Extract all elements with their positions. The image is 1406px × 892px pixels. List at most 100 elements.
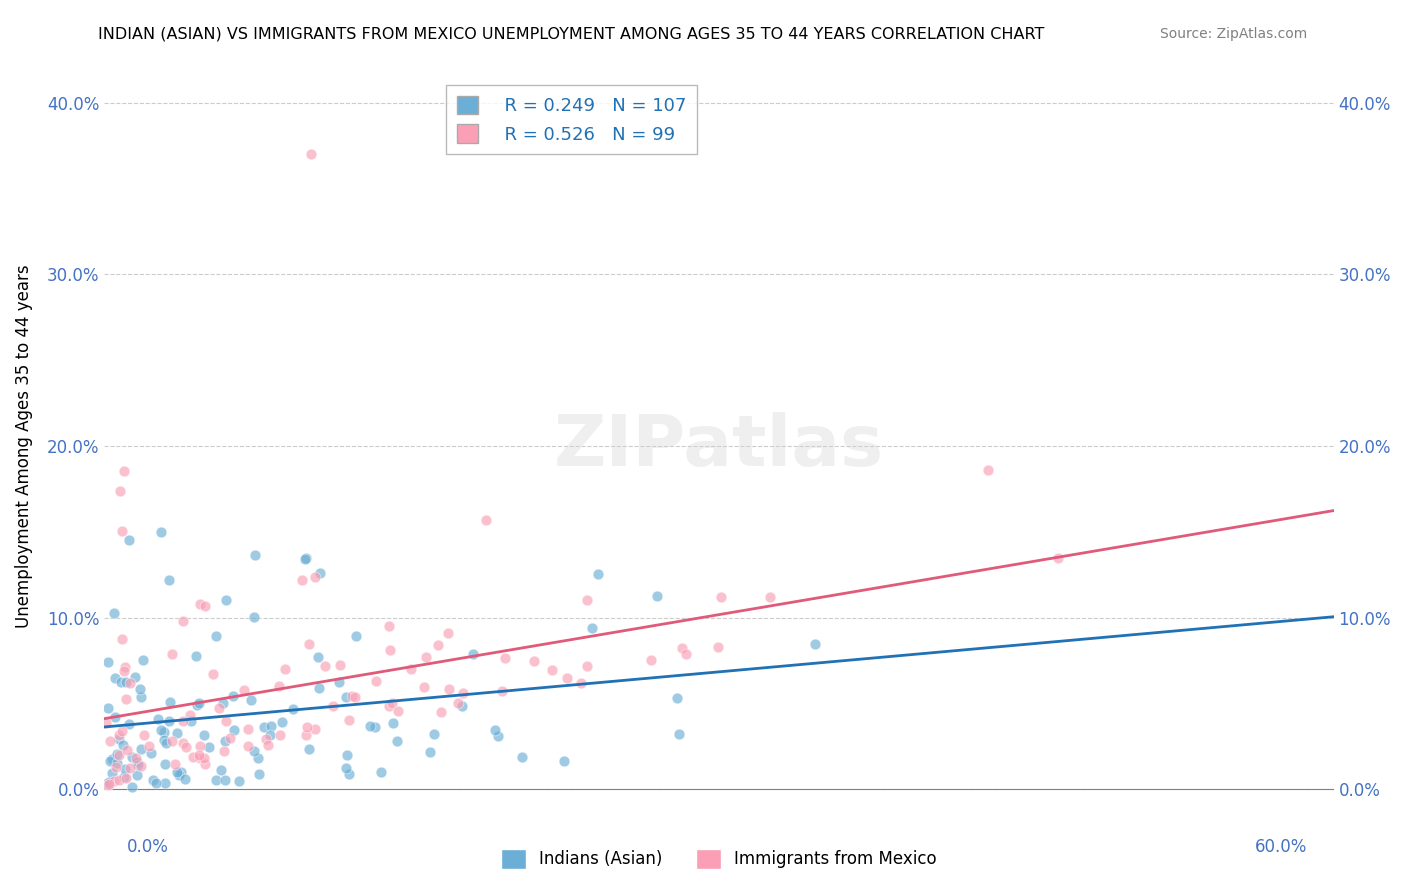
Point [172, 614, 194, 628]
Point [283, 702, 305, 716]
Point [114, 770, 136, 784]
Point [114, 762, 136, 776]
Point [170, 764, 193, 779]
Point [451, 699, 474, 714]
Point [188, 747, 211, 762]
Point [166, 765, 188, 780]
Point [145, 776, 167, 790]
Text: INDIAN (ASIAN) VS IMMIGRANTS FROM MEXICO UNEMPLOYMENT AMONG AGES 35 TO 44 YEARS : INDIAN (ASIAN) VS IMMIGRANTS FROM MEXICO… [98, 27, 1045, 42]
Point [510, 750, 533, 764]
Point [337, 714, 360, 728]
Point [242, 744, 264, 758]
Point [153, 732, 176, 747]
Point [569, 675, 592, 690]
Point [127, 757, 149, 772]
Legend:   R = 0.249   N = 107,   R = 0.526   N = 99: R = 0.249 N = 107, R = 0.526 N = 99 [446, 85, 697, 154]
Point [668, 727, 690, 741]
Point [188, 697, 211, 711]
Text: Source: ZipAtlas.com: Source: ZipAtlas.com [1160, 27, 1308, 41]
Point [484, 723, 506, 737]
Point [98, 755, 121, 769]
Point [419, 745, 441, 759]
Point [709, 591, 731, 605]
Point [98, 734, 121, 748]
Point [149, 723, 172, 737]
Point [104, 671, 127, 685]
Point [112, 464, 135, 478]
Point [218, 731, 240, 745]
Point [103, 774, 125, 789]
Point [412, 680, 434, 694]
Point [108, 747, 131, 762]
Point [555, 671, 578, 685]
Point [208, 701, 231, 715]
Point [340, 689, 363, 703]
Point [188, 597, 211, 611]
Point [378, 699, 401, 714]
Point [215, 714, 238, 728]
Point [236, 739, 259, 753]
Point [142, 772, 165, 787]
Point [415, 649, 437, 664]
Point [118, 762, 141, 776]
Point [209, 763, 232, 777]
Point [307, 650, 329, 665]
Point [105, 760, 128, 774]
Point [309, 566, 332, 580]
Point [127, 768, 149, 782]
Point [194, 756, 217, 771]
Point [385, 733, 408, 747]
Point [188, 739, 211, 754]
Point [665, 690, 688, 705]
Point [155, 756, 177, 771]
Point [494, 650, 516, 665]
Point [205, 772, 228, 787]
Point [205, 629, 228, 643]
Point [803, 637, 825, 651]
Point [115, 691, 138, 706]
Point [645, 589, 668, 603]
Point [295, 550, 318, 565]
Point [157, 573, 180, 587]
Point [179, 708, 201, 723]
Point [148, 712, 170, 726]
Point [165, 756, 187, 771]
Point [576, 659, 599, 673]
Point [108, 732, 131, 747]
Point [336, 747, 359, 762]
Point [186, 698, 208, 712]
Point [214, 772, 236, 787]
Point [97, 655, 120, 669]
Point [298, 741, 321, 756]
Point [337, 766, 360, 780]
Point [304, 570, 326, 584]
Point [243, 610, 266, 624]
Point [228, 773, 250, 788]
Point [181, 750, 204, 764]
Point [134, 728, 156, 742]
Point [382, 715, 405, 730]
Point [167, 768, 190, 782]
Point [141, 746, 163, 760]
Point [274, 662, 297, 676]
Point [491, 683, 513, 698]
Point [381, 696, 404, 710]
Point [254, 732, 277, 747]
Point [707, 640, 730, 655]
Point [124, 670, 146, 684]
Point [439, 682, 461, 697]
Point [152, 724, 174, 739]
Point [586, 567, 609, 582]
Point [299, 147, 322, 161]
Point [127, 755, 149, 769]
Point [267, 679, 290, 693]
Point [581, 621, 603, 635]
Point [129, 741, 152, 756]
Text: ZIPatlas: ZIPatlas [554, 411, 884, 481]
Point [111, 739, 134, 753]
Point [184, 648, 207, 663]
Point [486, 729, 509, 743]
Point [329, 658, 352, 673]
Point [370, 765, 392, 780]
Point [240, 693, 263, 707]
